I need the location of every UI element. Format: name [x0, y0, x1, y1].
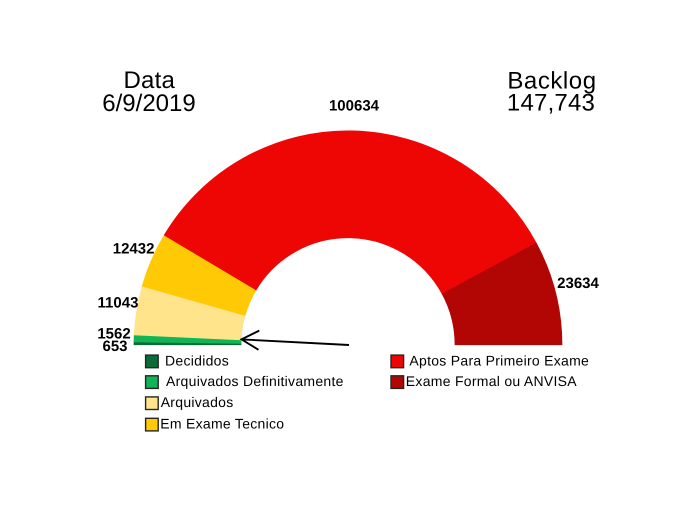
svg-text:Aptos Para Primeiro Exame: Aptos Para Primeiro Exame: [409, 352, 589, 368]
svg-text:Exame Formal ou ANVISA: Exame Formal ou ANVISA: [406, 373, 577, 389]
svg-text:Backlog: Backlog: [507, 68, 596, 95]
svg-text:147,743: 147,743: [507, 90, 595, 117]
svg-text:Data: Data: [123, 67, 175, 94]
svg-text:Decididos: Decididos: [165, 352, 229, 368]
svg-text:100634: 100634: [329, 98, 380, 115]
svg-text:653: 653: [102, 338, 127, 355]
svg-text:11043: 11043: [98, 294, 139, 311]
svg-text:12432: 12432: [113, 240, 155, 257]
svg-text:23634: 23634: [557, 275, 599, 292]
svg-text:6/9/2019: 6/9/2019: [102, 90, 195, 117]
svg-text:Arquivados Definitivamente: Arquivados Definitivamente: [166, 373, 344, 389]
svg-text:Em Exame Tecnico: Em Exame Tecnico: [160, 416, 284, 432]
svg-text:Arquivados: Arquivados: [161, 394, 234, 410]
svg-text:1562: 1562: [97, 326, 130, 343]
